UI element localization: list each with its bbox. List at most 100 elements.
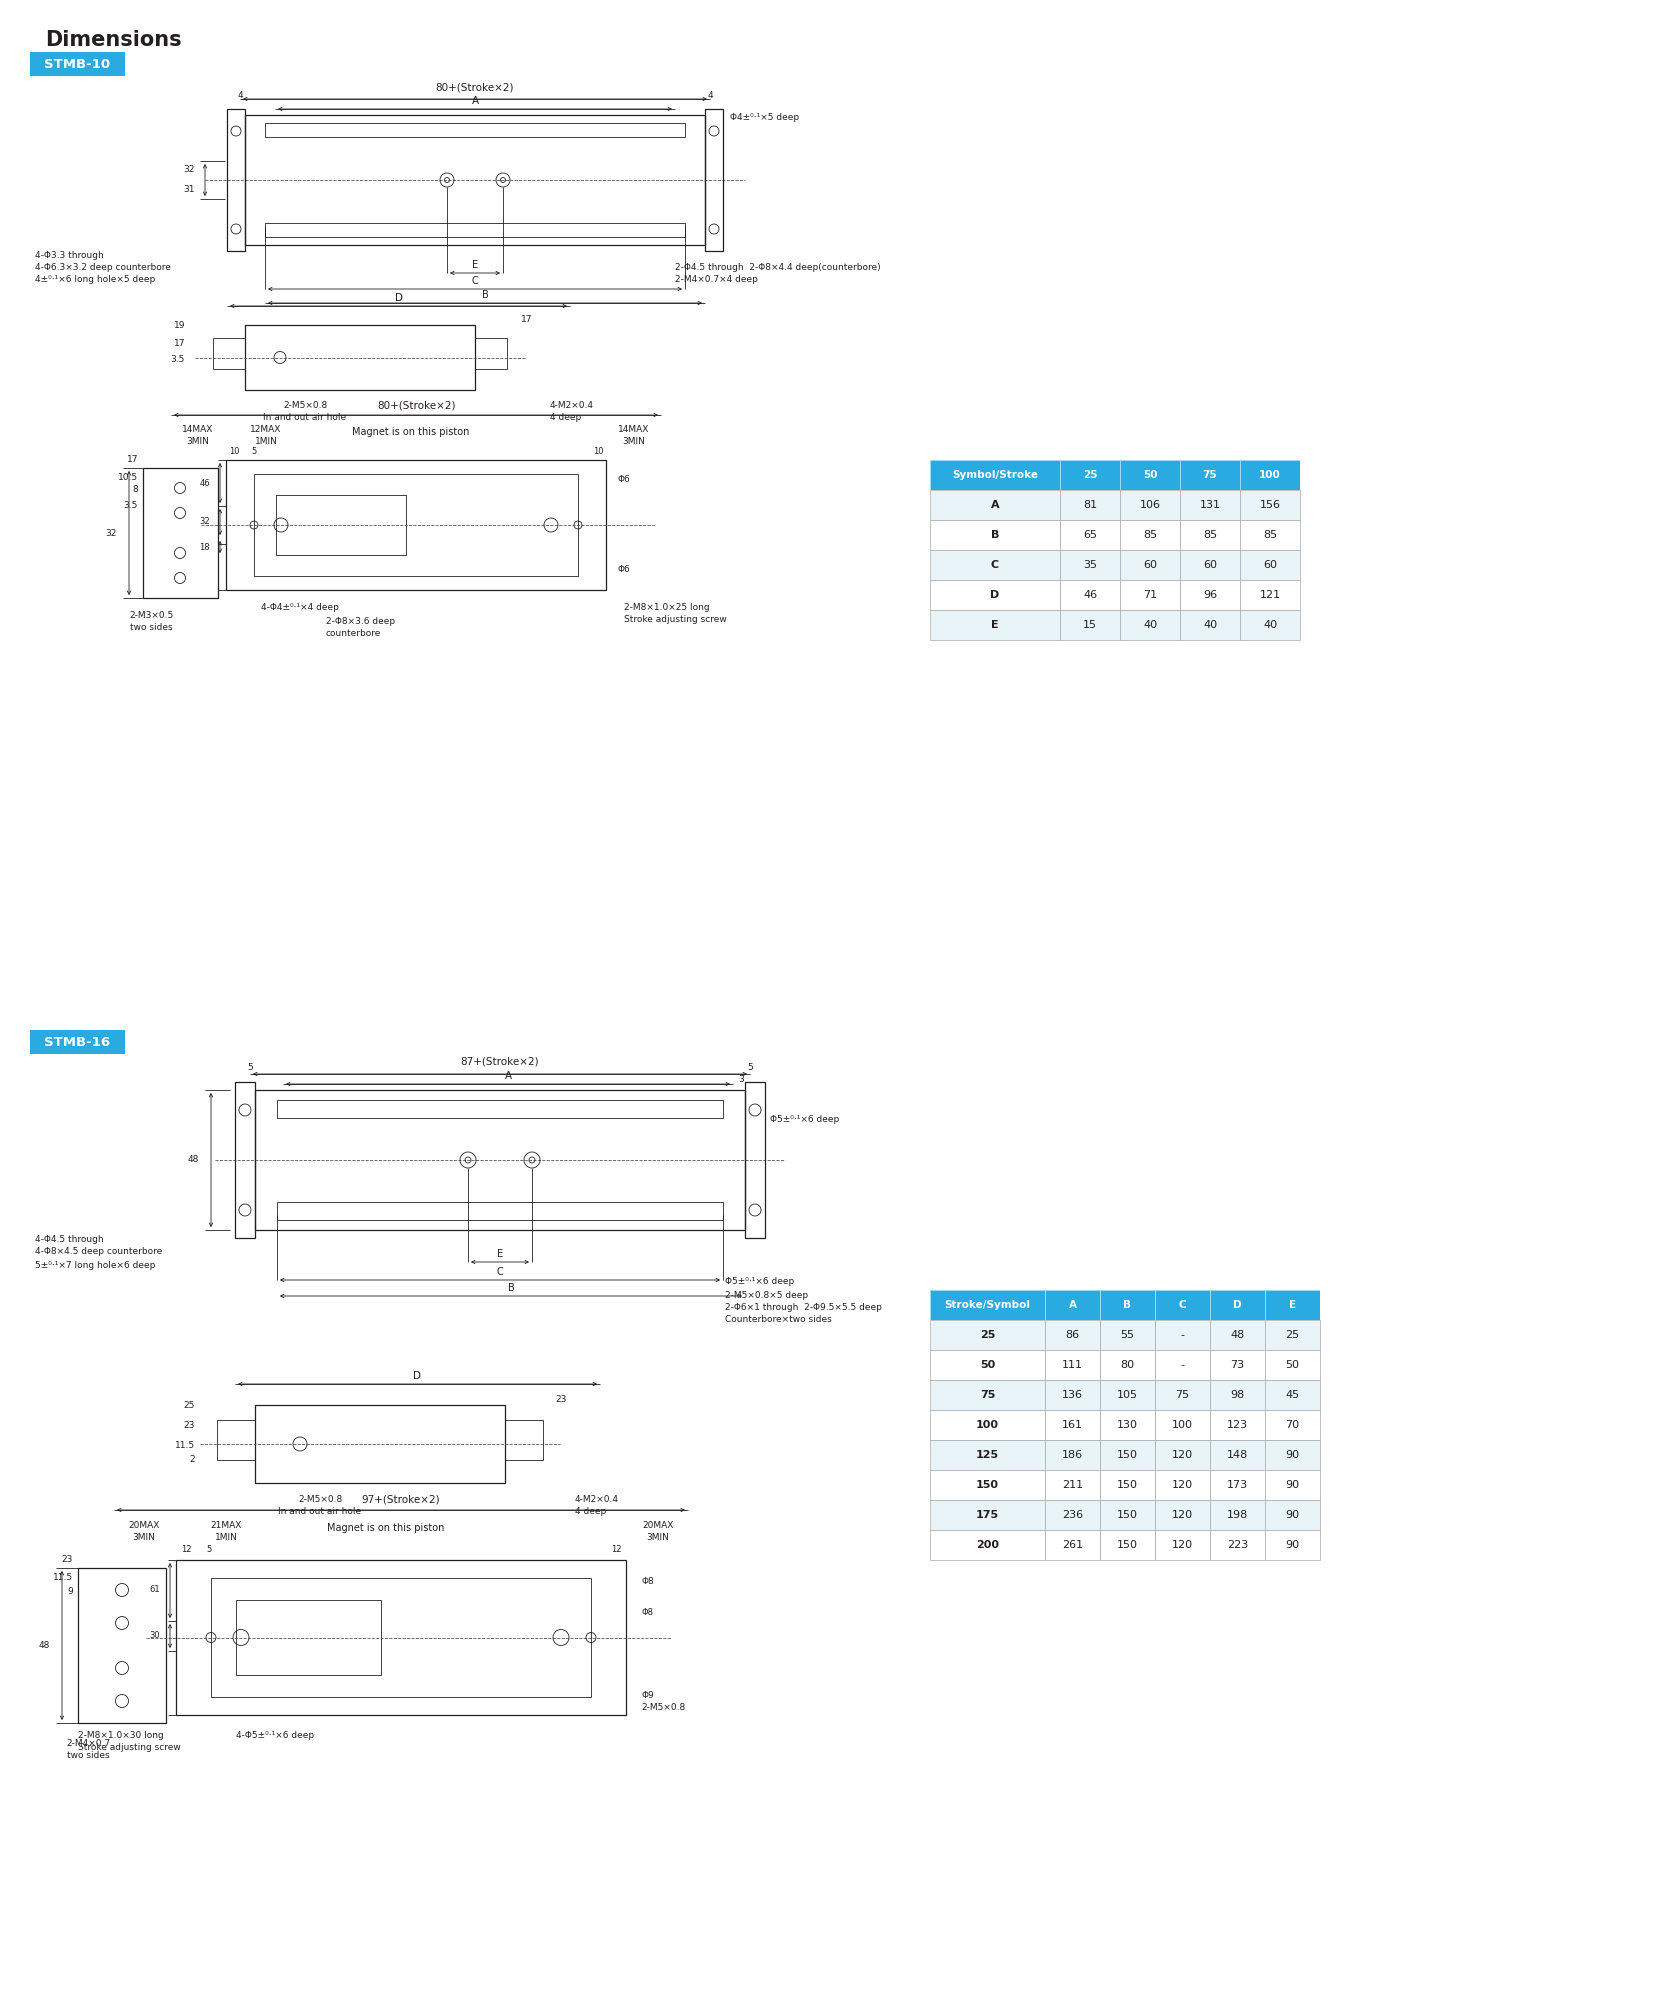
Text: 5: 5 [246, 1063, 253, 1073]
Text: 75: 75 [979, 1390, 996, 1400]
Text: A: A [1068, 1300, 1077, 1310]
Text: 2-M8×1.0×30 long: 2-M8×1.0×30 long [78, 1730, 164, 1740]
Bar [1211, 1410, 1265, 1439]
Bar [1240, 609, 1300, 639]
Text: 3: 3 [738, 1075, 744, 1085]
Text: 12: 12 [610, 1545, 622, 1555]
Text: 32: 32 [106, 528, 117, 538]
Bar [1154, 1350, 1211, 1380]
Bar [1179, 460, 1240, 490]
Bar [276, 496, 405, 555]
Text: A: A [471, 96, 478, 106]
Bar [1100, 1439, 1154, 1469]
Bar [30, 52, 126, 76]
Text: STMB-10: STMB-10 [45, 58, 111, 70]
Text: Φ9: Φ9 [642, 1690, 653, 1700]
Text: 3MIN: 3MIN [187, 436, 210, 446]
Text: B: B [508, 1282, 514, 1292]
Text: two sides: two sides [66, 1750, 109, 1760]
Bar [227, 460, 605, 589]
Bar [1120, 490, 1179, 520]
Text: 173: 173 [1227, 1479, 1249, 1489]
Text: 98: 98 [1231, 1390, 1244, 1400]
Text: Φ8: Φ8 [642, 1609, 653, 1617]
Text: 35: 35 [1083, 559, 1097, 569]
Text: 4±⁰⋅¹×6 long hole×5 deep: 4±⁰⋅¹×6 long hole×5 deep [35, 275, 155, 285]
Bar [930, 1499, 1045, 1529]
Text: 17: 17 [174, 340, 185, 348]
Bar [1045, 1439, 1100, 1469]
Text: 2-Φ8×3.6 deep: 2-Φ8×3.6 deep [326, 617, 395, 627]
Text: 18: 18 [200, 542, 210, 552]
Text: 161: 161 [1062, 1420, 1083, 1430]
Bar [1120, 460, 1179, 490]
Text: 261: 261 [1062, 1539, 1083, 1551]
Text: 48: 48 [1231, 1330, 1244, 1340]
Bar [1154, 1410, 1211, 1439]
Bar [227, 110, 245, 251]
Text: 23: 23 [184, 1422, 195, 1430]
Text: 96: 96 [1202, 589, 1217, 599]
Text: 60: 60 [1202, 559, 1217, 569]
Text: Φ8: Φ8 [642, 1577, 653, 1587]
Text: 71: 71 [1143, 589, 1158, 599]
Bar [1265, 1439, 1320, 1469]
Bar [1045, 1290, 1100, 1320]
Bar [1265, 1320, 1320, 1350]
Bar [255, 1089, 744, 1230]
Bar [930, 490, 1060, 520]
Text: 186: 186 [1062, 1449, 1083, 1459]
Text: 17: 17 [126, 456, 137, 464]
Text: 30: 30 [149, 1631, 160, 1641]
Bar [245, 325, 475, 390]
Text: E: E [991, 619, 999, 629]
Bar [142, 468, 218, 597]
Text: 48: 48 [38, 1641, 50, 1651]
Bar [1120, 460, 1179, 490]
Bar [930, 550, 1060, 579]
Text: 25: 25 [184, 1400, 195, 1410]
Bar [1120, 550, 1179, 579]
Text: 136: 136 [1062, 1390, 1083, 1400]
Text: 17: 17 [521, 315, 533, 325]
Text: Magnet is on this piston: Magnet is on this piston [352, 426, 470, 436]
Text: 85: 85 [1143, 530, 1158, 540]
Bar [1211, 1499, 1265, 1529]
Bar [1265, 1290, 1320, 1320]
Bar [1060, 609, 1120, 639]
Text: 31: 31 [184, 185, 195, 195]
Text: 111: 111 [1062, 1360, 1083, 1370]
Bar [265, 123, 685, 137]
Bar [1045, 1499, 1100, 1529]
Bar [1154, 1290, 1211, 1320]
Text: 4: 4 [708, 90, 713, 100]
Bar [1154, 1529, 1211, 1561]
Bar [1211, 1290, 1265, 1320]
Bar [1211, 1350, 1265, 1380]
Text: 50: 50 [1285, 1360, 1300, 1370]
Text: 4-Φ4.5 through: 4-Φ4.5 through [35, 1236, 104, 1244]
Text: 236: 236 [1062, 1509, 1083, 1519]
Bar [1179, 520, 1240, 550]
Text: 121: 121 [1259, 589, 1280, 599]
Text: 21MAX: 21MAX [210, 1521, 241, 1531]
Text: 14MAX: 14MAX [182, 426, 213, 434]
Bar [930, 1469, 1045, 1499]
Text: 32: 32 [184, 165, 195, 175]
Text: 11.5: 11.5 [175, 1441, 195, 1451]
Bar [1265, 1290, 1320, 1320]
Text: 40: 40 [1143, 619, 1158, 629]
Bar [1100, 1499, 1154, 1529]
Bar [1060, 550, 1120, 579]
Bar [1100, 1350, 1154, 1380]
Bar [1100, 1410, 1154, 1439]
Bar [1240, 460, 1300, 490]
Bar [1100, 1380, 1154, 1410]
Bar [930, 579, 1060, 609]
Bar [930, 609, 1060, 639]
Bar [930, 1350, 1045, 1380]
Text: 2-M5×0.8: 2-M5×0.8 [283, 400, 327, 410]
Bar [930, 1410, 1045, 1439]
Text: 90: 90 [1285, 1449, 1300, 1459]
Text: STMB-16: STMB-16 [45, 1035, 111, 1049]
